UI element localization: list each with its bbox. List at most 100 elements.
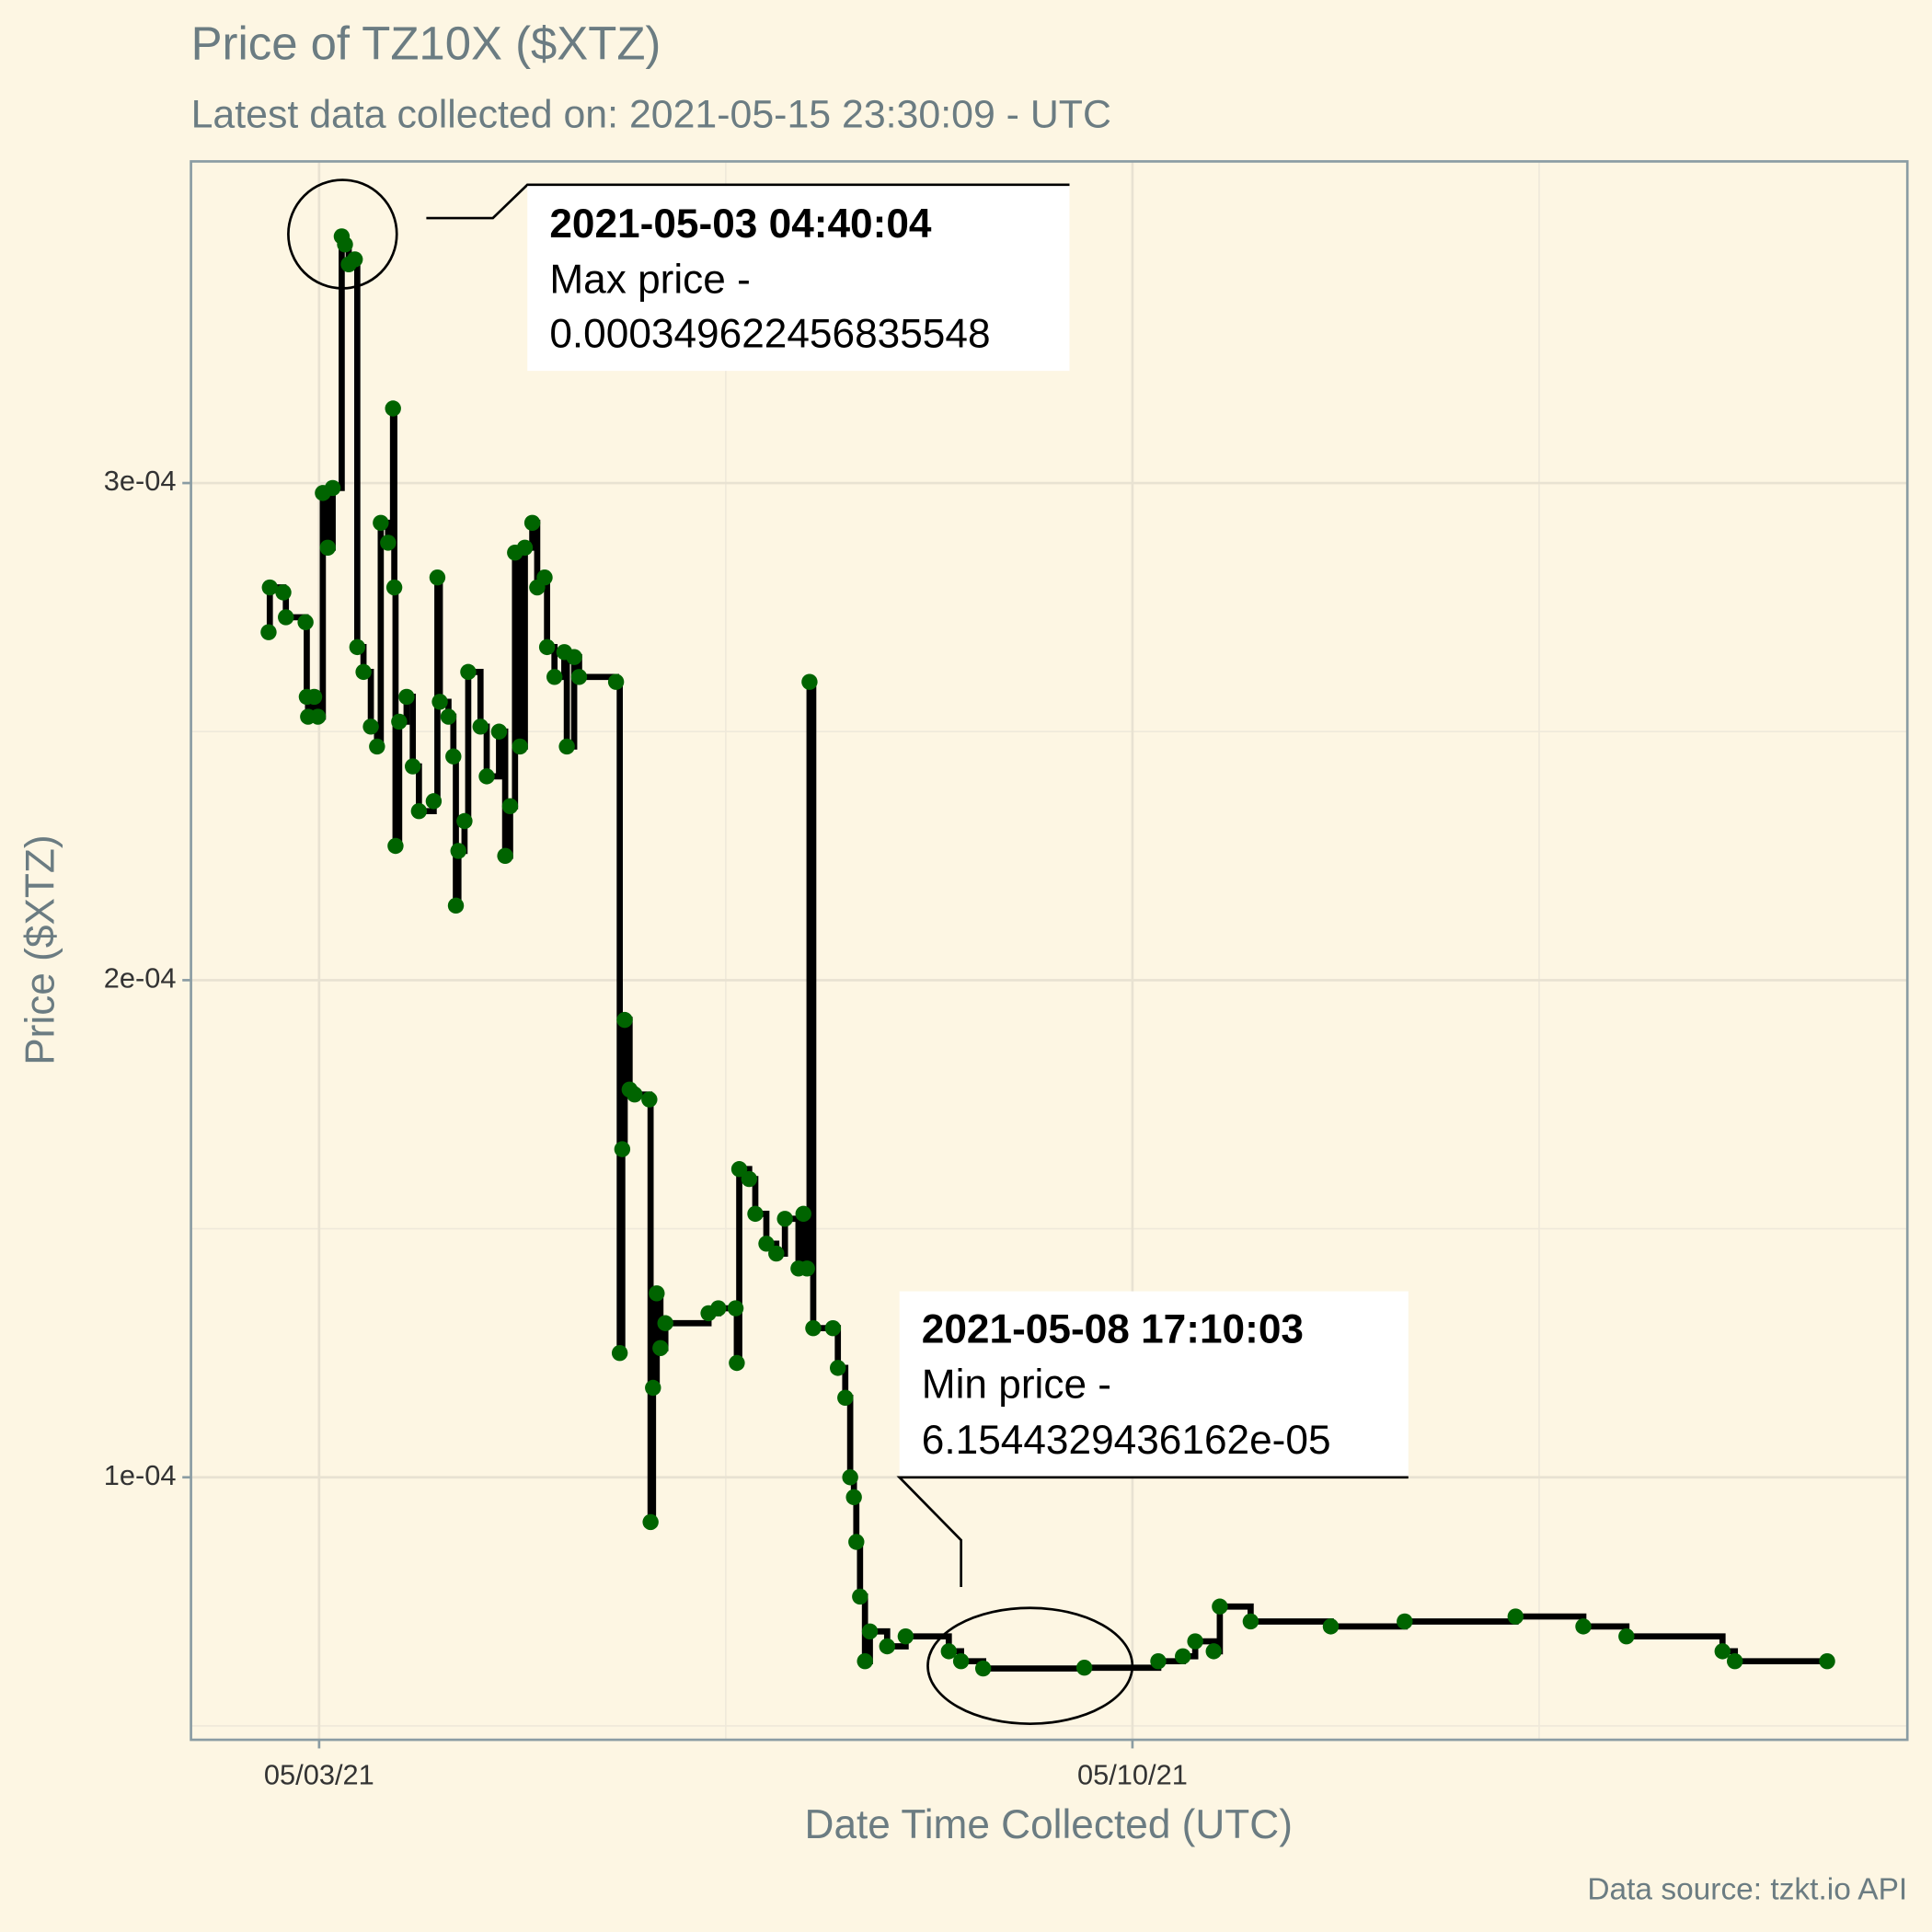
price-point bbox=[373, 514, 389, 531]
price-point bbox=[380, 535, 397, 551]
price-point bbox=[497, 847, 513, 865]
min-label-box bbox=[899, 1291, 1409, 1477]
price-point bbox=[456, 812, 473, 830]
price-point bbox=[538, 638, 556, 656]
min-connector bbox=[896, 1476, 1409, 1587]
max-label-box bbox=[527, 186, 1070, 372]
price-point bbox=[349, 638, 366, 656]
price-point bbox=[425, 793, 443, 810]
y-tick-label: 2e-04 bbox=[104, 962, 177, 995]
price-point bbox=[1075, 1660, 1093, 1676]
price-point bbox=[1242, 1613, 1259, 1630]
caption: Data source: tzkt.io API bbox=[1587, 1873, 1907, 1907]
price-point bbox=[369, 738, 385, 755]
price-point bbox=[1187, 1633, 1203, 1650]
price-point bbox=[558, 738, 575, 755]
price-point bbox=[523, 514, 541, 531]
price-point bbox=[546, 669, 563, 685]
price-point bbox=[830, 1360, 846, 1376]
price-point bbox=[801, 673, 818, 690]
price-point bbox=[641, 1091, 658, 1108]
price-point bbox=[824, 1319, 842, 1337]
price-point bbox=[768, 1245, 785, 1262]
price-point bbox=[837, 1389, 854, 1407]
axes: Price of TZ10X ($XTZ) Latest data collec… bbox=[18, 17, 1908, 1906]
y-tick-label: 1e-04 bbox=[104, 1459, 177, 1491]
price-point bbox=[501, 798, 519, 814]
price-point bbox=[275, 584, 292, 601]
price-point bbox=[614, 1141, 631, 1157]
price-point bbox=[776, 1211, 793, 1227]
price-point bbox=[324, 479, 341, 497]
price-point bbox=[842, 1469, 858, 1486]
price-point bbox=[1618, 1627, 1635, 1645]
price-point bbox=[645, 1379, 661, 1397]
price-point bbox=[362, 719, 379, 735]
price-point bbox=[741, 1170, 758, 1188]
chart-subtitle: Latest data collected on: 2021-05-15 23:… bbox=[191, 93, 1111, 137]
price-point bbox=[278, 609, 294, 626]
max-value: 0.000349622456835548 bbox=[549, 311, 990, 356]
price-point bbox=[727, 1300, 744, 1317]
price-point bbox=[309, 708, 327, 725]
price-point bbox=[490, 723, 508, 740]
price-point bbox=[261, 579, 278, 596]
price-point bbox=[1212, 1598, 1228, 1615]
price-point bbox=[385, 579, 403, 596]
min-time: 2021-05-08 17:10:03 bbox=[922, 1306, 1304, 1351]
price-point bbox=[1397, 1613, 1413, 1630]
price-point bbox=[861, 1623, 879, 1639]
price-point bbox=[652, 1340, 669, 1356]
price-point bbox=[440, 708, 457, 725]
price-point bbox=[478, 768, 495, 785]
price-point bbox=[536, 569, 553, 586]
annotations: 2021-05-03 04:40:04 Max price - 0.000349… bbox=[287, 178, 1409, 1725]
price-point bbox=[447, 897, 465, 914]
price-point bbox=[305, 688, 323, 706]
price-point bbox=[566, 649, 582, 665]
price-point bbox=[1175, 1648, 1191, 1664]
max-label: Max price - bbox=[549, 257, 751, 302]
price-point bbox=[472, 719, 489, 735]
price-point bbox=[337, 236, 353, 253]
price-point bbox=[1205, 1643, 1222, 1660]
price-point bbox=[940, 1643, 958, 1660]
price-point bbox=[570, 669, 588, 685]
price-point bbox=[627, 1086, 643, 1103]
min-circle bbox=[926, 1606, 1134, 1725]
price-point bbox=[445, 748, 462, 765]
price-point bbox=[710, 1300, 727, 1317]
y-tick-label: 3e-04 bbox=[104, 465, 177, 497]
min-label: Min price - bbox=[922, 1363, 1111, 1408]
chart-title: Price of TZ10X ($XTZ) bbox=[191, 17, 661, 69]
x-axis-label: Date Time Collected (UTC) bbox=[805, 1802, 1293, 1847]
price-point bbox=[1714, 1643, 1731, 1660]
price-point bbox=[385, 400, 401, 417]
price-point bbox=[355, 663, 372, 681]
price-point bbox=[516, 539, 534, 557]
x-tick-label: 05/10/21 bbox=[1077, 1758, 1188, 1790]
price-point bbox=[799, 1260, 815, 1277]
price-point bbox=[952, 1652, 970, 1670]
x-tick-label: 05/03/21 bbox=[264, 1758, 374, 1790]
price-point bbox=[657, 1315, 673, 1331]
price-point bbox=[512, 738, 528, 755]
price-point bbox=[1150, 1652, 1167, 1670]
price-point bbox=[616, 1011, 633, 1029]
price-point bbox=[404, 758, 421, 775]
price-point bbox=[897, 1627, 914, 1645]
price-point bbox=[450, 843, 466, 859]
min-value: 6.1544329436162e-05 bbox=[922, 1418, 1331, 1463]
max-connector bbox=[426, 183, 1070, 220]
price-point bbox=[431, 694, 448, 710]
price-point bbox=[611, 1344, 628, 1362]
panel-border bbox=[190, 160, 1909, 1742]
price-point bbox=[460, 663, 477, 681]
price-point bbox=[607, 673, 625, 690]
price-point bbox=[642, 1513, 659, 1531]
price-point bbox=[1507, 1608, 1524, 1625]
price-point bbox=[398, 688, 415, 706]
max-time: 2021-05-03 04:40:04 bbox=[549, 201, 932, 247]
price-point bbox=[805, 1319, 822, 1337]
